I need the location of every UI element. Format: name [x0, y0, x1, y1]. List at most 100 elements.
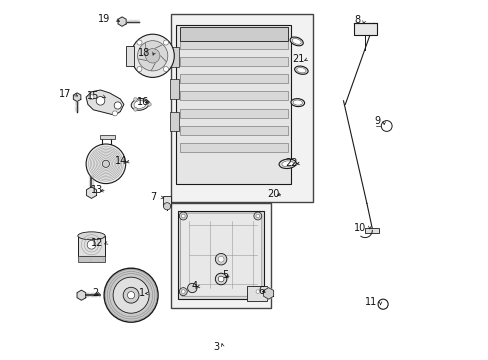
Circle shape: [163, 67, 168, 72]
Circle shape: [181, 290, 185, 293]
Circle shape: [253, 288, 261, 296]
Polygon shape: [118, 17, 126, 26]
Text: 5: 5: [222, 270, 228, 280]
Text: 16: 16: [137, 96, 149, 107]
Polygon shape: [86, 90, 123, 115]
Bar: [353, 23, 376, 35]
Circle shape: [253, 212, 261, 220]
Text: 15: 15: [87, 91, 100, 102]
Bar: [78, 236, 105, 256]
Circle shape: [256, 214, 259, 218]
Circle shape: [87, 240, 96, 249]
Polygon shape: [73, 93, 81, 102]
Text: 22: 22: [285, 158, 297, 168]
Circle shape: [114, 102, 121, 109]
Polygon shape: [263, 288, 273, 299]
Bar: [169, 79, 178, 99]
Circle shape: [215, 253, 226, 265]
Circle shape: [86, 144, 125, 184]
Ellipse shape: [290, 99, 304, 107]
Text: 8: 8: [354, 15, 360, 25]
Circle shape: [102, 160, 109, 167]
Bar: [365, 228, 379, 233]
Circle shape: [113, 277, 149, 313]
Circle shape: [218, 256, 224, 262]
Ellipse shape: [282, 161, 293, 167]
Circle shape: [381, 121, 391, 131]
Text: 18: 18: [138, 48, 150, 58]
Circle shape: [131, 34, 174, 77]
Bar: [179, 109, 287, 118]
Ellipse shape: [134, 100, 146, 108]
Bar: [179, 40, 287, 49]
Circle shape: [256, 290, 259, 293]
Ellipse shape: [292, 100, 302, 105]
Bar: [170, 203, 271, 308]
Bar: [178, 211, 264, 299]
Bar: [170, 14, 312, 202]
Circle shape: [133, 98, 137, 101]
Text: 4: 4: [191, 281, 197, 291]
FancyBboxPatch shape: [180, 213, 261, 296]
Bar: [179, 74, 287, 83]
Ellipse shape: [296, 68, 305, 73]
Circle shape: [187, 283, 197, 293]
Ellipse shape: [289, 37, 303, 46]
Ellipse shape: [292, 39, 301, 44]
Bar: [179, 91, 287, 100]
Circle shape: [181, 214, 185, 218]
Text: 2: 2: [92, 288, 99, 298]
Circle shape: [137, 40, 142, 45]
Ellipse shape: [131, 99, 149, 110]
Circle shape: [137, 67, 142, 72]
Circle shape: [377, 299, 387, 309]
Circle shape: [112, 111, 117, 116]
Circle shape: [137, 41, 167, 71]
Ellipse shape: [78, 232, 105, 240]
Circle shape: [123, 287, 139, 303]
Text: 19: 19: [98, 14, 110, 24]
Bar: [179, 27, 287, 41]
Text: 6: 6: [258, 286, 264, 296]
Circle shape: [163, 40, 168, 45]
Bar: [169, 112, 178, 131]
Text: 12: 12: [91, 238, 103, 248]
Circle shape: [215, 273, 226, 285]
Bar: [179, 57, 287, 66]
Bar: [101, 135, 115, 139]
Bar: [169, 47, 178, 67]
Ellipse shape: [279, 159, 296, 168]
Bar: [179, 126, 287, 135]
Text: 9: 9: [374, 116, 380, 126]
Bar: [78, 256, 105, 262]
Circle shape: [96, 96, 104, 105]
Text: 10: 10: [353, 223, 366, 233]
Circle shape: [133, 108, 137, 111]
Bar: [246, 286, 266, 301]
Text: 11: 11: [364, 297, 376, 307]
Text: 3: 3: [213, 342, 219, 352]
Circle shape: [127, 292, 134, 299]
Text: 13: 13: [91, 185, 103, 195]
Circle shape: [89, 95, 94, 100]
Polygon shape: [77, 290, 85, 300]
Ellipse shape: [294, 66, 307, 74]
Circle shape: [163, 203, 170, 210]
Bar: [163, 196, 171, 206]
Text: 7: 7: [150, 192, 156, 202]
Circle shape: [179, 212, 187, 220]
Text: 1: 1: [139, 288, 145, 298]
Circle shape: [218, 276, 224, 282]
Text: 14: 14: [115, 156, 127, 166]
Text: 17: 17: [59, 89, 71, 99]
Circle shape: [147, 103, 151, 106]
Circle shape: [179, 288, 187, 296]
Bar: [179, 143, 287, 152]
Circle shape: [145, 49, 160, 63]
Polygon shape: [86, 187, 96, 198]
Circle shape: [104, 268, 158, 322]
Bar: [176, 25, 291, 184]
Bar: [125, 46, 133, 66]
Text: 21: 21: [292, 54, 305, 64]
Text: 20: 20: [267, 189, 279, 199]
